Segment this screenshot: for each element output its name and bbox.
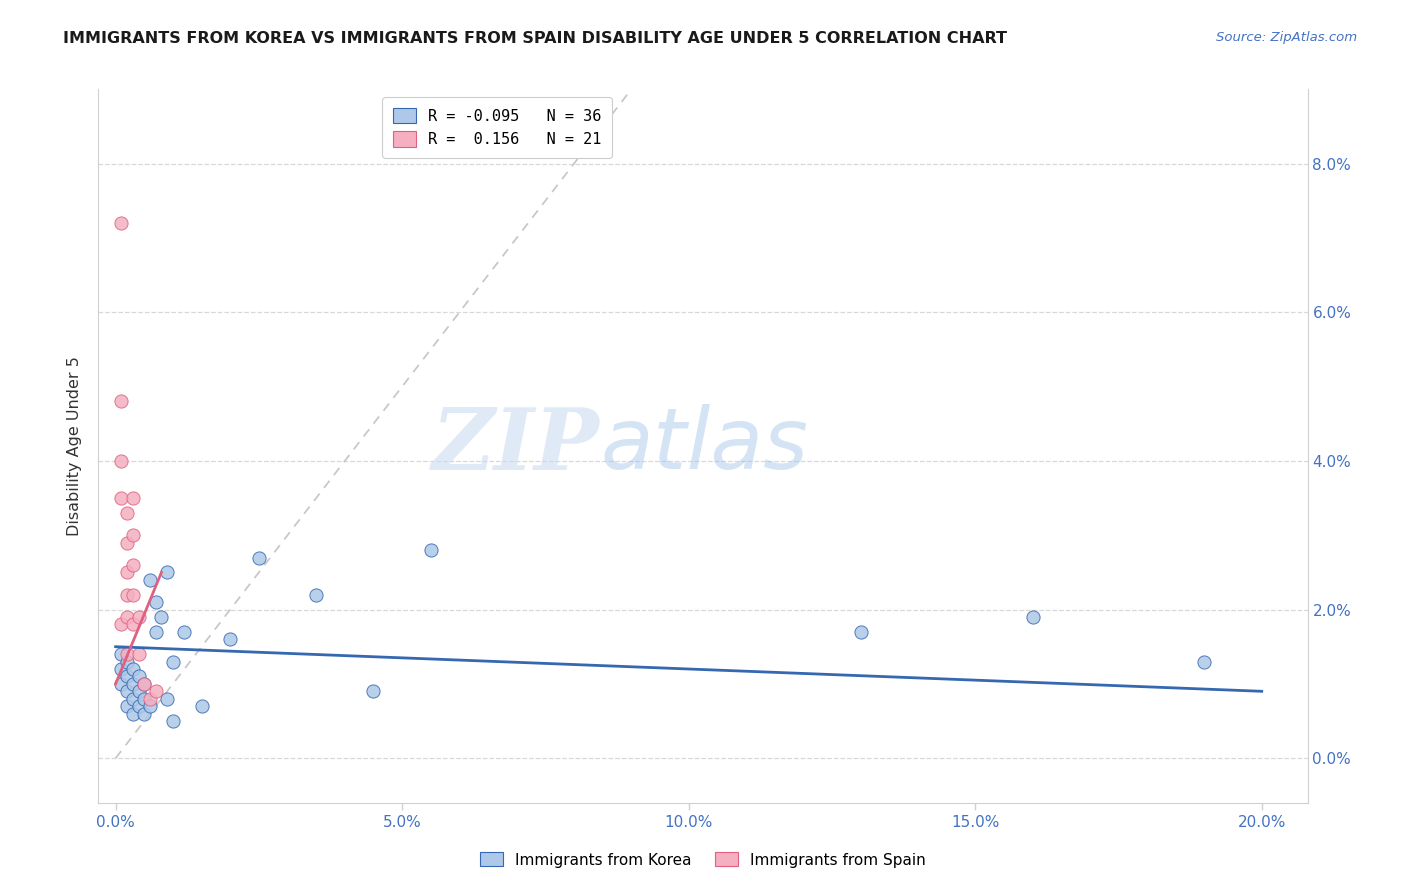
Point (849, 624, 872, 639)
Point (1021, 610, 1043, 624)
Point (121, 528, 143, 542)
Point (110, 394, 132, 409)
Point (121, 491, 143, 505)
Point (110, 647, 132, 661)
Point (110, 491, 132, 505)
Point (1194, 655, 1216, 669)
Point (145, 684, 167, 698)
Point (128, 669, 150, 683)
Text: ZIP: ZIP (433, 404, 600, 488)
Point (134, 677, 156, 691)
Point (247, 550, 270, 565)
Point (145, 624, 167, 639)
Point (110, 216, 132, 230)
Point (110, 662, 132, 676)
Point (219, 632, 242, 647)
Point (110, 677, 132, 691)
Point (115, 699, 138, 714)
Point (128, 684, 150, 698)
Point (115, 669, 138, 683)
Point (115, 535, 138, 549)
Text: Source: ZipAtlas.com: Source: ZipAtlas.com (1216, 31, 1357, 45)
Point (305, 588, 328, 602)
Point (115, 588, 138, 602)
Point (121, 691, 143, 706)
Legend: Immigrants from Korea, Immigrants from Spain: Immigrants from Korea, Immigrants from S… (474, 847, 932, 873)
Text: atlas: atlas (600, 404, 808, 488)
Point (419, 543, 441, 558)
Point (110, 454, 132, 468)
Point (121, 662, 143, 676)
Point (145, 595, 167, 609)
Point (121, 558, 143, 572)
Point (134, 677, 156, 691)
Point (156, 691, 179, 706)
Point (128, 610, 150, 624)
Point (115, 655, 138, 669)
Point (190, 699, 212, 714)
Point (150, 610, 173, 624)
Point (115, 506, 138, 520)
Point (121, 588, 143, 602)
Point (121, 677, 143, 691)
Point (115, 610, 138, 624)
Point (363, 684, 385, 698)
Point (128, 699, 150, 714)
Legend: R = -0.095   N = 36, R =  0.156   N = 21: R = -0.095 N = 36, R = 0.156 N = 21 (382, 97, 613, 158)
Point (115, 566, 138, 580)
Point (134, 706, 156, 721)
Text: IMMIGRANTS FROM KOREA VS IMMIGRANTS FROM SPAIN DISABILITY AGE UNDER 5 CORRELATIO: IMMIGRANTS FROM KOREA VS IMMIGRANTS FROM… (63, 31, 1007, 46)
Point (156, 566, 179, 580)
Point (139, 573, 162, 587)
Point (128, 647, 150, 661)
Point (173, 624, 195, 639)
Point (162, 714, 184, 728)
Point (121, 706, 143, 721)
Point (115, 684, 138, 698)
Point (110, 617, 132, 632)
Point (139, 691, 162, 706)
Point (115, 647, 138, 661)
Point (134, 691, 156, 706)
Y-axis label: Disability Age Under 5: Disability Age Under 5 (67, 356, 83, 536)
Point (162, 655, 184, 669)
Point (121, 617, 143, 632)
Point (139, 699, 162, 714)
